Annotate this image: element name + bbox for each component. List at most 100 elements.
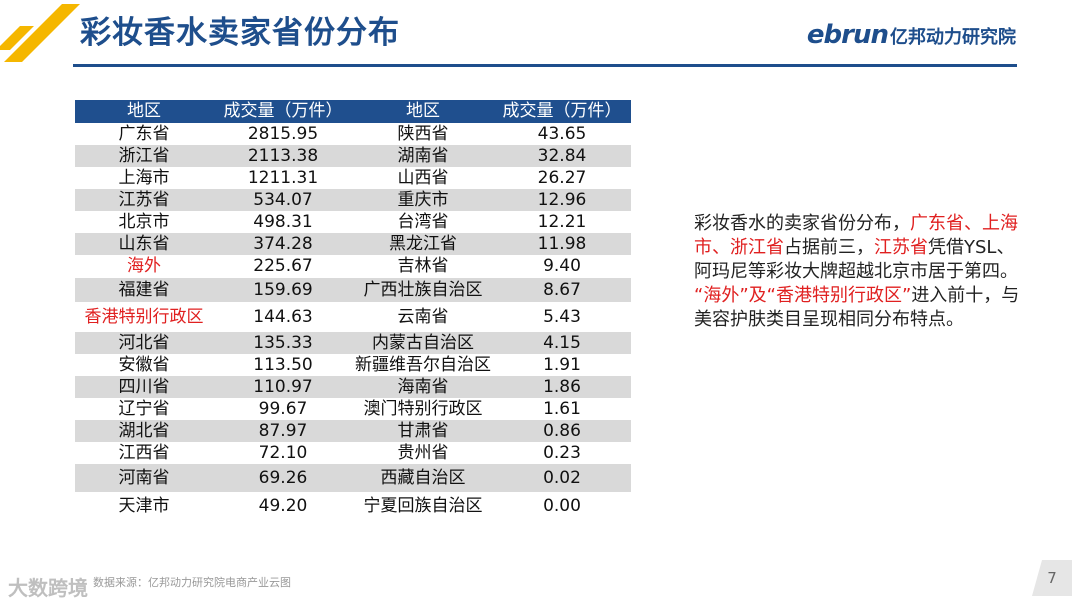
row-region-2: 澳门特别行政区 bbox=[363, 399, 483, 419]
row-region-2: 湖南省 bbox=[397, 146, 449, 166]
row-volume-2: 5.43 bbox=[543, 307, 581, 327]
seller-distribution-table: 地区 成交量（万件） 地区 成交量（万件） 广东省 2815.95 陕西省 43.65… bbox=[75, 100, 631, 521]
row-region-1: 北京市 bbox=[118, 212, 170, 232]
row-volume-1: 374.28 bbox=[253, 234, 313, 254]
row-volume-1: 159.69 bbox=[253, 280, 313, 300]
table-row: 江西省 72.10 贵州省 0.23 bbox=[75, 442, 631, 464]
brand-logo: ebrun 亿邦动力研究院 bbox=[807, 20, 1016, 50]
row-volume-1: 498.31 bbox=[253, 212, 313, 232]
note-highlight-jiangsu: 江苏省 bbox=[874, 237, 928, 258]
row-volume-2: 12.96 bbox=[537, 190, 587, 210]
watermark: 大数跨境 bbox=[8, 576, 88, 600]
row-region-2: 陕西省 bbox=[397, 124, 449, 144]
row-volume-2: 9.40 bbox=[543, 256, 581, 276]
note-text-4: 进入前十，与美容护肤类目呈现相同分布特点。 bbox=[694, 285, 1020, 330]
row-volume-1: 2815.95 bbox=[247, 124, 319, 144]
row-volume-2: 0.23 bbox=[543, 443, 581, 463]
header-volume-2: 成交量（万件） bbox=[502, 101, 622, 121]
row-region-1: 天津市 bbox=[118, 496, 170, 516]
table-row: 安徽省 113.50 新疆维吾尔自治区 1.91 bbox=[75, 354, 631, 376]
analysis-note: 彩妆香水的卖家省份分布，广东省、上海市、浙江省占据前三，江苏省凭借YSL、阿玛尼… bbox=[694, 212, 1024, 332]
note-highlight-overseas: “海外”及“香港特别行政区” bbox=[694, 285, 912, 306]
row-region-1: 河北省 bbox=[118, 333, 170, 353]
row-volume-1: 534.07 bbox=[253, 190, 313, 210]
row-region-1: 江苏省 bbox=[118, 190, 170, 210]
row-region-1: 山东省 bbox=[118, 234, 170, 254]
row-region-2: 内蒙古自治区 bbox=[372, 333, 474, 353]
row-region-2: 黑龙江省 bbox=[389, 234, 457, 254]
table-row: 辽宁省 99.67 澳门特别行政区 1.61 bbox=[75, 398, 631, 420]
row-volume-1: 72.10 bbox=[258, 443, 308, 463]
table-row: 香港特别行政区 144.63 云南省 5.43 bbox=[75, 302, 631, 332]
table-row: 河南省 69.26 西藏自治区 0.02 bbox=[75, 464, 631, 492]
logo-mark: ebrun bbox=[806, 20, 889, 50]
table-row: 湖北省 87.97 甘肃省 0.86 bbox=[75, 420, 631, 442]
row-region-2: 新疆维吾尔自治区 bbox=[355, 355, 491, 375]
row-volume-2: 8.67 bbox=[543, 280, 581, 300]
table-row: 山东省 374.28 黑龙江省 11.98 bbox=[75, 233, 631, 255]
row-region-1: 安徽省 bbox=[118, 355, 170, 375]
row-region-2: 山西省 bbox=[397, 168, 449, 188]
row-volume-2: 11.98 bbox=[537, 234, 587, 254]
table-row: 广东省 2815.95 陕西省 43.65 bbox=[75, 123, 631, 145]
note-highlight-top3: 广东省、上海市、浙江省 bbox=[694, 213, 1018, 258]
row-region-1: 湖北省 bbox=[118, 421, 170, 441]
note-text-2: 占据前三， bbox=[784, 237, 874, 258]
row-volume-1: 113.50 bbox=[253, 355, 313, 375]
row-region-1: 福建省 bbox=[118, 280, 170, 300]
row-volume-1: 2113.38 bbox=[247, 146, 319, 166]
row-region-1: 海外 bbox=[127, 256, 161, 276]
row-volume-1: 87.97 bbox=[258, 421, 308, 441]
data-source: 数据来源：亿邦动力研究院电商产业云图 bbox=[93, 576, 291, 589]
row-region-1: 广东省 bbox=[118, 124, 170, 144]
table-row: 浙江省 2113.38 湖南省 32.84 bbox=[75, 145, 631, 167]
row-region-1: 四川省 bbox=[118, 377, 170, 397]
row-region-2: 宁夏回族自治区 bbox=[363, 496, 483, 516]
row-volume-2: 4.15 bbox=[543, 333, 581, 353]
table-row: 海外 225.67 吉林省 9.40 bbox=[75, 255, 631, 278]
row-region-1: 江西省 bbox=[118, 443, 170, 463]
table-row: 江苏省 534.07 重庆市 12.96 bbox=[75, 189, 631, 211]
row-volume-2: 26.27 bbox=[537, 168, 587, 188]
table-header: 地区 成交量（万件） 地区 成交量（万件） bbox=[75, 100, 631, 123]
row-volume-1: 1211.31 bbox=[247, 168, 319, 188]
row-volume-2: 1.61 bbox=[543, 399, 581, 419]
table-row: 四川省 110.97 海南省 1.86 bbox=[75, 376, 631, 398]
row-volume-1: 69.26 bbox=[258, 468, 308, 488]
logo-name: 亿邦动力研究院 bbox=[890, 27, 1016, 48]
row-volume-1: 144.63 bbox=[253, 307, 313, 327]
table-row: 河北省 135.33 内蒙古自治区 4.15 bbox=[75, 332, 631, 354]
row-region-2: 广西壮族自治区 bbox=[363, 280, 483, 300]
page-title: 彩妆香水卖家省份分布 bbox=[80, 15, 400, 51]
row-volume-2: 32.84 bbox=[537, 146, 587, 166]
header-region-2: 地区 bbox=[406, 101, 440, 121]
row-region-1: 辽宁省 bbox=[118, 399, 170, 419]
row-volume-2: 1.91 bbox=[543, 355, 581, 375]
row-region-2: 海南省 bbox=[397, 377, 449, 397]
row-volume-2: 0.02 bbox=[543, 468, 581, 488]
row-volume-2: 12.21 bbox=[537, 212, 587, 232]
row-region-2: 甘肃省 bbox=[397, 421, 449, 441]
row-volume-2: 0.86 bbox=[543, 421, 581, 441]
header-region-1: 地区 bbox=[127, 101, 161, 121]
row-region-2: 吉林省 bbox=[397, 256, 449, 276]
table-row: 福建省 159.69 广西壮族自治区 8.67 bbox=[75, 278, 631, 302]
row-region-2: 重庆市 bbox=[397, 190, 449, 210]
row-volume-2: 43.65 bbox=[537, 124, 587, 144]
row-volume-1: 99.67 bbox=[258, 399, 308, 419]
row-volume-1: 110.97 bbox=[253, 377, 313, 397]
row-region-1: 香港特别行政区 bbox=[84, 307, 204, 327]
table-row: 北京市 498.31 台湾省 12.21 bbox=[75, 211, 631, 233]
row-region-1: 上海市 bbox=[118, 168, 170, 188]
note-text-1: 彩妆香水的卖家省份分布， bbox=[694, 213, 910, 234]
row-volume-2: 1.86 bbox=[543, 377, 581, 397]
header-volume-1: 成交量（万件） bbox=[223, 101, 343, 121]
row-region-1: 河南省 bbox=[118, 468, 170, 488]
header-divider bbox=[73, 64, 1017, 67]
row-volume-1: 135.33 bbox=[253, 333, 313, 353]
page-number: 7 bbox=[1032, 560, 1072, 596]
row-region-2: 云南省 bbox=[397, 307, 449, 327]
table-row: 天津市 49.20 宁夏回族自治区 0.00 bbox=[75, 492, 631, 521]
row-region-2: 贵州省 bbox=[397, 443, 449, 463]
row-region-1: 浙江省 bbox=[118, 146, 170, 166]
